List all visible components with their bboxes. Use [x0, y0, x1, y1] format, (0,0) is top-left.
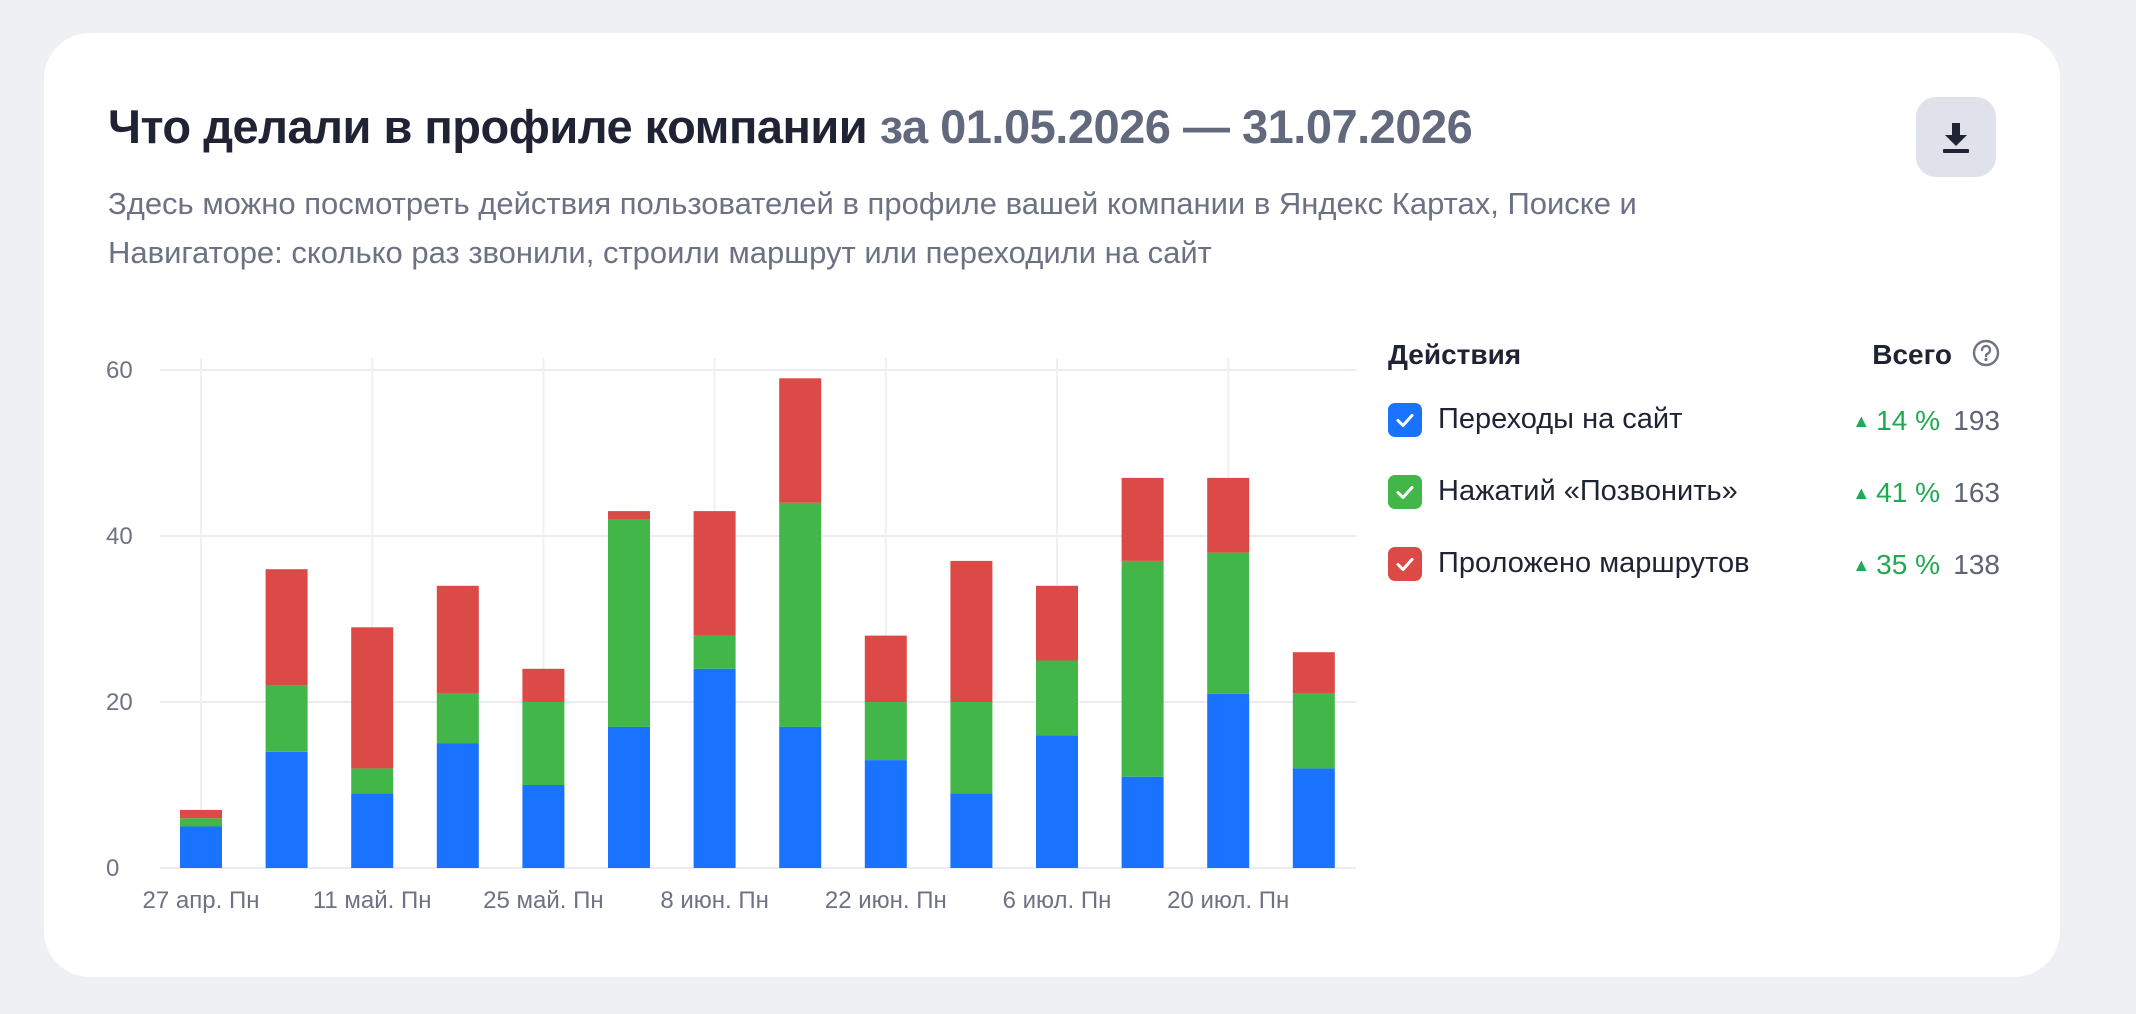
bar-segment[interactable]: [351, 793, 394, 868]
y-tick-label: 20: [106, 689, 133, 716]
bar-segment[interactable]: [779, 726, 822, 868]
legend-actions-header: Действия: [1388, 339, 1522, 370]
legend-total-header: Всего: [1872, 339, 1952, 370]
x-tick-label: 27 апр. Пн: [143, 887, 260, 914]
legend-item-label: Проложено маршрутов: [1438, 547, 1750, 579]
legend-item-total: 138: [1953, 549, 2000, 580]
y-tick-label: 40: [106, 523, 133, 550]
legend-item-change: ▲ 41 %: [1852, 477, 1940, 509]
period-text: за 01.05.2026 — 31.07.2026: [879, 100, 1473, 153]
bar-segment[interactable]: [779, 502, 822, 727]
bar-segment[interactable]: [180, 826, 222, 869]
bar-segment[interactable]: [950, 793, 993, 868]
bar-segment[interactable]: [351, 768, 394, 794]
bar-segment[interactable]: [693, 635, 736, 669]
bar-segment[interactable]: [864, 635, 907, 702]
bar-segment[interactable]: [608, 511, 650, 520]
x-tick-label: 20 июл. Пн: [1167, 887, 1289, 914]
bar-segment[interactable]: [265, 569, 308, 686]
bar-segment[interactable]: [265, 685, 308, 752]
legend-item[interactable]: Переходы на сайт ▲ 14 % 193: [1388, 389, 2000, 461]
legend-item-label: Нажатий «Позвонить»: [1438, 475, 1738, 507]
legend-item-change: ▲ 35 %: [1852, 549, 1940, 581]
bar-segment[interactable]: [1036, 585, 1078, 661]
up-triangle-icon: ▲: [1852, 555, 1871, 575]
bar-segment[interactable]: [351, 627, 394, 769]
checkmark-icon: [1396, 486, 1414, 499]
legend-item-change-value: 35 %: [1876, 549, 1940, 580]
bar-segment[interactable]: [436, 693, 479, 744]
bar-segment[interactable]: [864, 760, 907, 868]
card-subtitle: Здесь можно посмотреть действия пользова…: [108, 186, 1637, 270]
legend-item[interactable]: Проложено маршрутов ▲ 35 % 138: [1388, 533, 2000, 605]
bar-segment[interactable]: [1292, 652, 1335, 694]
bar-segment[interactable]: [522, 668, 565, 702]
x-tick-label: 6 июл. Пн: [1003, 887, 1112, 914]
legend-item-change: ▲ 14 %: [1852, 405, 1940, 437]
bar-segment[interactable]: [1207, 552, 1250, 694]
bar-segment[interactable]: [1121, 560, 1164, 777]
bar-segment[interactable]: [693, 668, 736, 868]
y-tick-label: 60: [106, 357, 133, 384]
bar-segment[interactable]: [950, 702, 993, 794]
legend-item-total: 163: [1953, 477, 2000, 508]
bar-segment[interactable]: [1292, 768, 1335, 868]
bar-segment[interactable]: [608, 726, 650, 868]
title-text: Что делали в профиле компании: [108, 100, 868, 153]
card-title: Что делали в профиле компании за 01.05.2…: [108, 99, 1473, 154]
bar-segment[interactable]: [779, 378, 822, 503]
download-icon: [1943, 123, 1969, 153]
bar-segment[interactable]: [1036, 660, 1078, 736]
legend-item[interactable]: Нажатий «Позвонить» ▲ 41 % 163: [1388, 461, 2000, 533]
bar-segment[interactable]: [1121, 477, 1164, 561]
bar-segment[interactable]: [436, 743, 479, 869]
legend-header: Действия Всего: [1388, 333, 2000, 389]
checkmark-icon: [1396, 414, 1414, 427]
legend-item-change-value: 41 %: [1876, 477, 1940, 508]
legend: Действия Всего Переходы на сайт ▲ 14 % 193 Н…: [1388, 333, 2000, 605]
bar-segment[interactable]: [522, 785, 565, 868]
x-tick-label: 8 июн. Пн: [660, 887, 769, 914]
legend-checkbox[interactable]: [1388, 547, 1422, 581]
bar-segment[interactable]: [693, 511, 736, 636]
download-button[interactable]: [1916, 97, 1996, 177]
bar-segment[interactable]: [1207, 477, 1250, 553]
bar-segment[interactable]: [608, 519, 650, 727]
bar-segment[interactable]: [1292, 693, 1335, 769]
bar-segment[interactable]: [1207, 693, 1250, 868]
legend-checkbox[interactable]: [1388, 475, 1422, 509]
bar-segment[interactable]: [1036, 735, 1078, 868]
bar-segment[interactable]: [180, 809, 222, 819]
checkmark-icon: [1396, 558, 1414, 571]
legend-item-total: 193: [1953, 405, 2000, 436]
bar-segment[interactable]: [180, 818, 222, 827]
x-tick-label: 11 май. Пн: [313, 887, 432, 914]
legend-checkbox[interactable]: [1388, 403, 1422, 437]
x-tick-label: 22 июн. Пн: [825, 887, 947, 914]
question-circle-icon[interactable]: [1972, 339, 2000, 374]
bar-segment[interactable]: [265, 751, 308, 868]
legend-item-label: Переходы на сайт: [1438, 403, 1683, 435]
legend-item-change-value: 14 %: [1876, 405, 1940, 436]
x-tick-label: 25 май. Пн: [483, 887, 603, 914]
up-triangle-icon: ▲: [1852, 411, 1871, 431]
bar-segment[interactable]: [864, 702, 907, 761]
up-triangle-icon: ▲: [1852, 483, 1871, 503]
y-tick-label: 0: [106, 855, 119, 882]
bar-segment[interactable]: [436, 585, 479, 694]
bar-segment[interactable]: [1121, 776, 1164, 868]
bar-segment[interactable]: [950, 560, 993, 702]
bar-segment[interactable]: [522, 702, 565, 785]
